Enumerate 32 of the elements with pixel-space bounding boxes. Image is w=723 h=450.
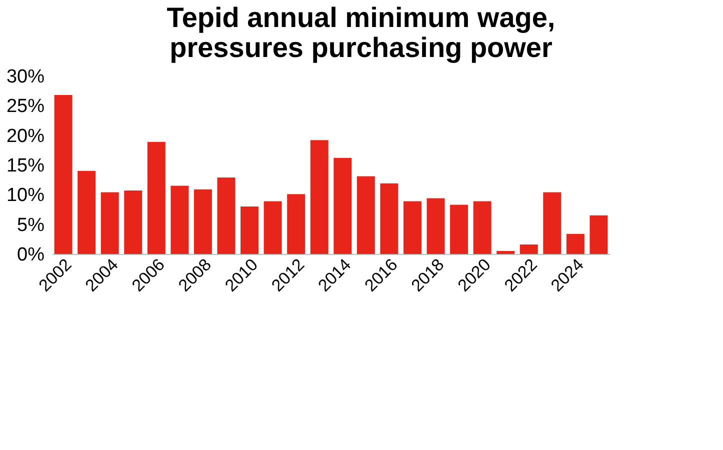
bar — [310, 140, 328, 254]
bar — [264, 201, 282, 254]
chart-title: Tepid annual minimum wage, pressures purchasing power — [166, 2, 556, 63]
bar — [590, 215, 608, 254]
y-tick-label: 20% — [6, 126, 45, 147]
bar — [147, 142, 166, 254]
bar — [566, 234, 584, 254]
bar — [403, 201, 422, 254]
bar — [426, 198, 445, 254]
y-tick-label: 10% — [6, 185, 45, 206]
bar — [124, 190, 142, 254]
bar — [240, 206, 259, 254]
bar — [543, 192, 562, 254]
bar — [54, 94, 72, 254]
bar — [356, 176, 375, 254]
bar — [334, 158, 352, 254]
bar — [194, 189, 212, 254]
y-tick-label: 5% — [17, 214, 45, 236]
bar — [450, 204, 468, 254]
y-tick-label: 15% — [6, 156, 45, 176]
y-tick-label: 30% — [6, 66, 45, 88]
bar — [520, 244, 538, 254]
bar — [100, 192, 119, 254]
bar — [496, 251, 515, 254]
bar — [170, 186, 189, 254]
y-tick-label: 25% — [6, 96, 45, 118]
bar — [287, 194, 306, 254]
bar — [217, 177, 236, 254]
bar — [473, 201, 492, 254]
y-tick-label: 0% — [17, 244, 45, 266]
bar — [380, 183, 398, 254]
bar — [78, 170, 96, 254]
